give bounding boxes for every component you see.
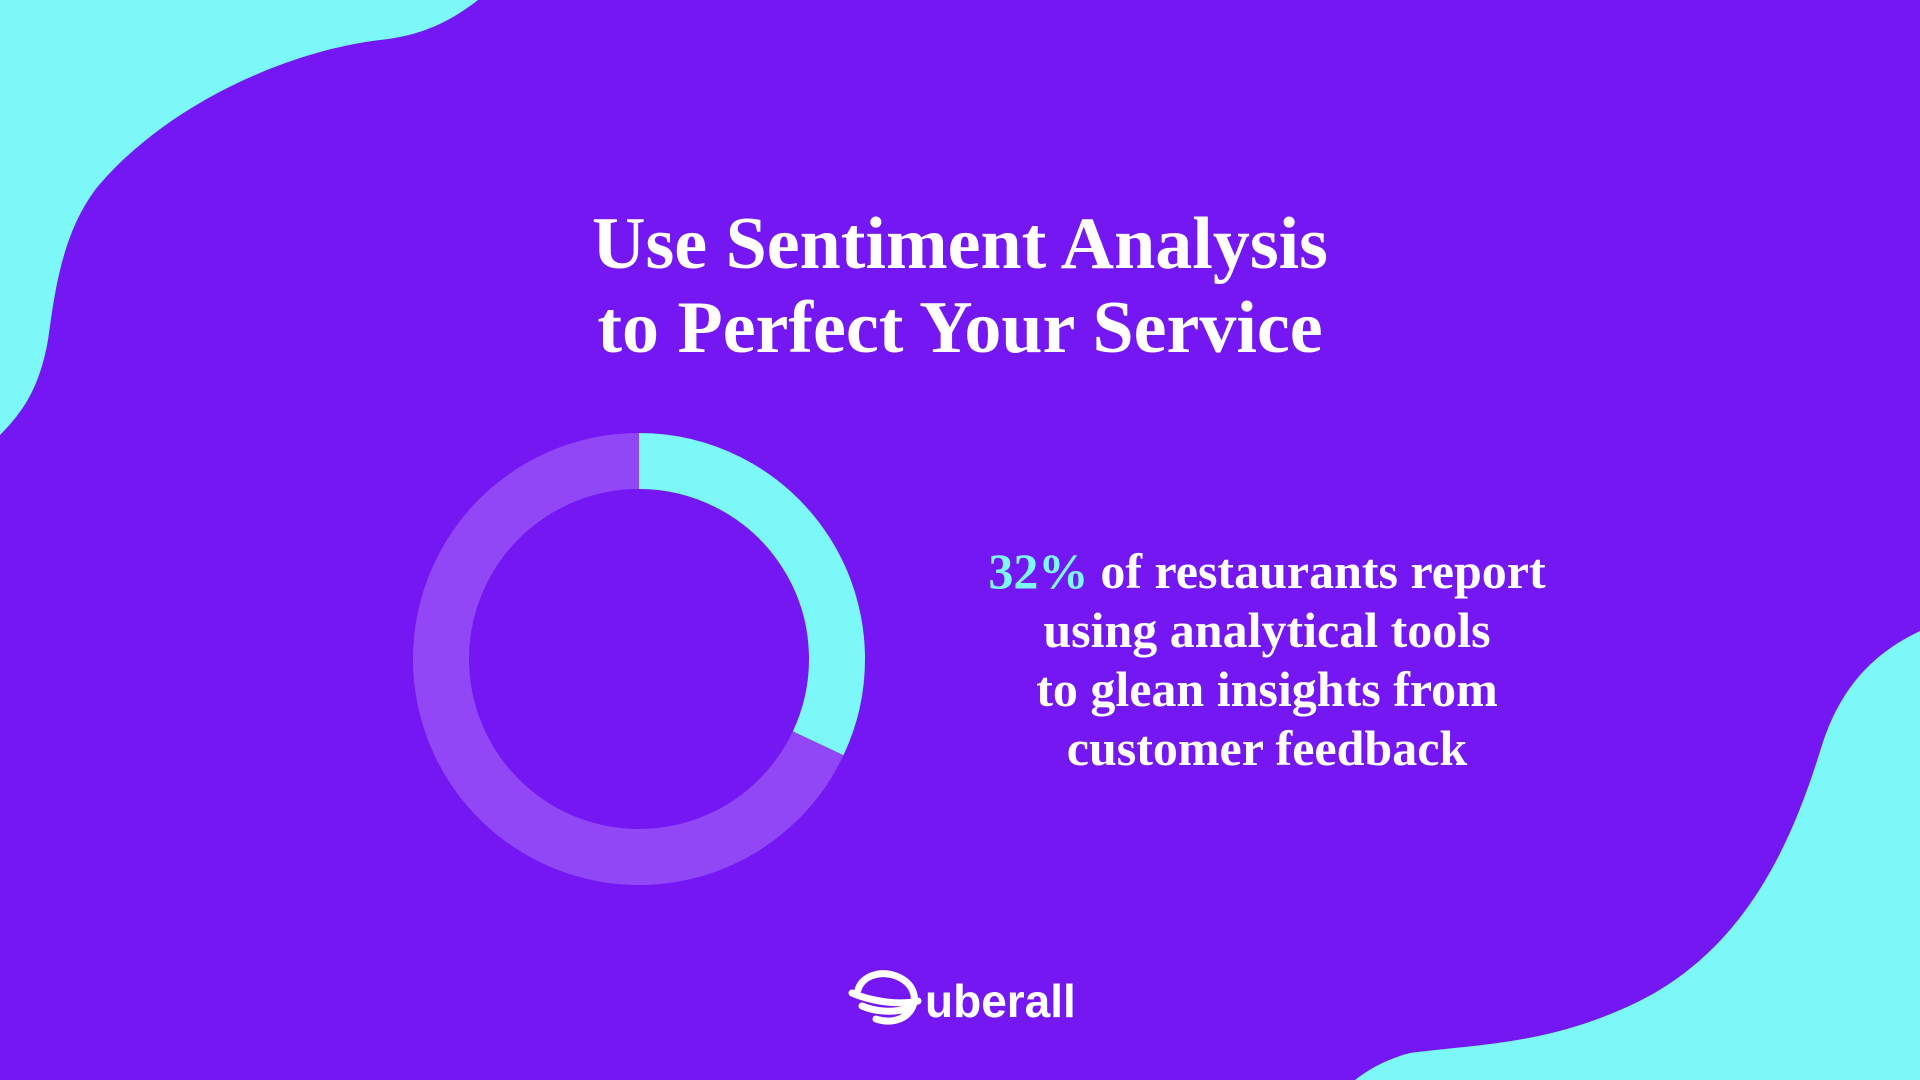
donut-segment: [638, 433, 865, 756]
donut-segment: [413, 433, 844, 885]
statement-line: 32% of restaurants report: [988, 543, 1546, 599]
brand-logo: uberall: [848, 970, 1076, 1027]
statement-line: using analytical tools: [1043, 602, 1490, 658]
corner-blob: [1355, 631, 1920, 1080]
brand-name: uberall: [925, 975, 1076, 1027]
statement-text: of restaurants report: [1100, 543, 1546, 599]
statement-line: customer feedback: [1067, 720, 1468, 776]
statement-line: to glean insights from: [1036, 661, 1498, 717]
highlight-value: 32%: [988, 543, 1088, 599]
title-line: to Perfect Your Service: [597, 287, 1322, 369]
donut-chart: [413, 433, 865, 885]
title-line: Use Sentiment Analysis: [592, 203, 1328, 285]
logo-icon: [848, 970, 922, 1025]
corner-blob: [0, 0, 478, 435]
